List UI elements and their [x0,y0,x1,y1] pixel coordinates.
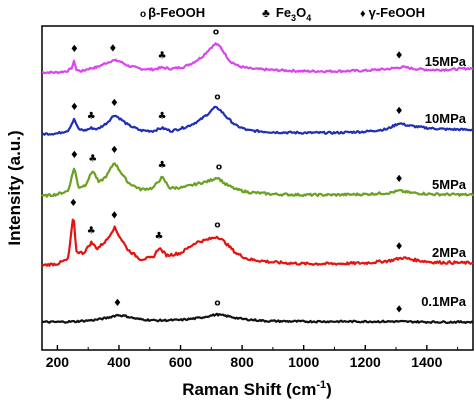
peak-marker-2mpa: ♣ [155,231,164,242]
series-line-10mpa [41,105,474,136]
series-line-5mpa [41,162,474,198]
peak-marker-2mpa: ♣ [87,225,96,236]
peak-marker-5mpa: ♦ [70,150,79,161]
legend-marker-club: ♣ [262,6,270,20]
peak-marker-2mpa: o [214,220,220,230]
legend-marker-circle: o [140,9,146,20]
x-tick-label: 1000 [288,354,319,370]
peak-marker-5mpa: ♦ [110,145,119,156]
peak-marker-15mpa: ♦ [70,44,79,55]
x-axis-ticks: 200 400 600 800 1000 1200 1400 [46,345,459,370]
peak-marker-15mpa: ♦ [395,50,404,61]
legend-label-fe: Fe [276,5,291,20]
y-axis-label: Intensity (a.u.) [5,130,24,245]
peak-marker-15mpa: ♦ [108,43,117,54]
x-tick-label: 400 [107,354,131,370]
peak-marker-10mpa: ♦ [110,98,119,109]
peak-marker-15mpa: ♣ [158,51,167,62]
legend-item-fe3o4: ♣ Fe3O4 [262,5,311,23]
x-tick-label: 200 [46,354,70,370]
peak-marker-5mpa: ♦ [395,174,404,185]
series-line-0-1mpa [41,312,474,324]
legend-label-o: O [296,5,306,20]
peak-marker-5mpa: o [216,163,222,173]
x-axis-label-sup: -1 [316,379,326,391]
peak-marker-5mpa: ♣ [88,153,97,164]
x-tick-label: 800 [230,354,254,370]
peak-marker-10mpa: ♦ [395,106,404,117]
x-axis-label: Raman Shift (cm-1) [182,379,332,399]
peak-marker-0-1mpa: o [214,299,220,309]
peak-marker-2mpa: ♦ [69,198,78,209]
peak-marker-0-1mpa: ♦ [113,298,122,309]
x-tick-label: 1400 [411,354,442,370]
peak-marker-15mpa: o [213,28,219,38]
series-label-10mpa: 10MPa [425,111,467,126]
peak-marker-10mpa: ♣ [87,111,96,122]
legend-label-beta-feooh: β-FeOOH [148,5,205,20]
series-line-15mpa [41,42,474,75]
series-line-2mpa [41,218,474,267]
legend-item-beta-feooh: o β-FeOOH [140,5,205,20]
plot-frame [41,25,474,351]
x-axis-label-main: Raman Shift (cm [182,380,316,399]
peak-marker-2mpa: ♦ [395,241,404,252]
peak-annotations: ♦ ♦ ♣ o ♦ ♦ ♣ ♦ ♣ o ♦ ♦ ♣ ♦ ♣ o ♦ ♦ ♣ ♦ ♣ o ♦ ♦ o ♦ [69,28,404,316]
peak-marker-10mpa: ♣ [158,111,167,122]
legend-item-gamma-feooh: ♦ γ-FeOOH [360,5,425,20]
x-tick-label: 600 [169,354,193,370]
x-axis-label-close: ) [326,380,332,399]
peak-marker-10mpa: ♦ [70,102,79,113]
legend-marker-diamond: ♦ [360,8,366,20]
legend-label-gamma-feooh: γ-FeOOH [369,5,425,20]
series-label-2mpa: 2MPa [432,245,467,260]
series-label-15mpa: 15MPa [425,54,467,69]
legend: o β-FeOOH ♣ Fe3O4 ♦ γ-FeOOH [140,5,425,23]
peak-marker-10mpa: o [214,92,220,102]
legend-sub-3: 3 [291,13,296,23]
series-label-5mpa: 5MPa [432,177,467,192]
series-layer [41,42,474,324]
x-tick-label: 1200 [350,354,381,370]
peak-marker-2mpa: ♦ [110,210,119,221]
series-label-0-1mpa: 0.1MPa [421,294,467,309]
legend-sub-4: 4 [306,13,311,23]
peak-marker-0-1mpa: ♦ [395,305,404,316]
series-labels: 15MPa 10MPa 5MPa 2MPa 0.1MPa [421,54,467,309]
peak-marker-5mpa: ♣ [158,160,167,171]
